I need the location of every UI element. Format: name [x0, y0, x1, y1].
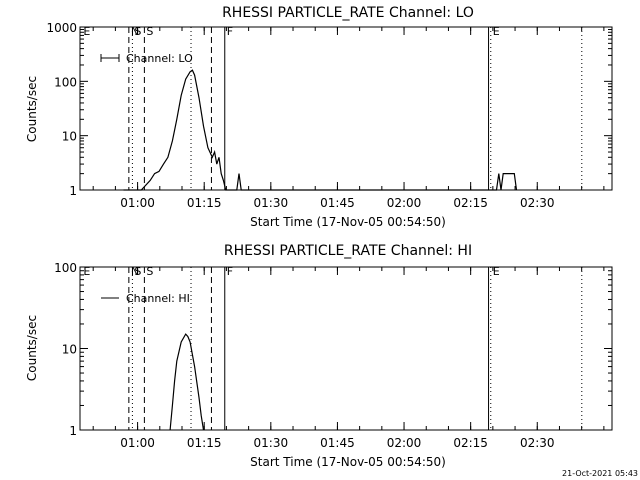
hi-ytick-label: 1	[69, 424, 77, 438]
hi-event-marker-label: N	[131, 265, 139, 278]
lo-event-marker-label: N	[131, 25, 139, 38]
hi-x-axis-label: Start Time (17-Nov-05 00:54:50)	[250, 455, 446, 469]
lo-x-axis-label: Start Time (17-Nov-05 00:54:50)	[250, 215, 446, 229]
lo-event-marker-label: E	[83, 25, 90, 38]
hi-event-marker-label: S	[146, 265, 153, 278]
lo-xtick-label: 01:15	[187, 196, 222, 210]
hi-event-marker-label: E	[83, 265, 90, 278]
hi-event-marker-label: E	[493, 265, 500, 278]
lo-ytick-label: 10	[62, 130, 77, 144]
lo-xtick-label: 02:30	[520, 196, 555, 210]
lo-event-marker-label: E	[493, 25, 500, 38]
hi-xtick-label: 02:30	[520, 436, 555, 450]
hi-xtick-label: 01:45	[320, 436, 355, 450]
hi-xtick-label: 01:15	[187, 436, 222, 450]
lo-y-axis-label: Counts/sec	[25, 76, 39, 142]
hi-xtick-label: 01:30	[254, 436, 289, 450]
hi-ytick-label: 100	[54, 261, 77, 275]
lo-xtick-label: 01:30	[254, 196, 289, 210]
hi-event-marker-label: F	[227, 265, 233, 278]
lo-chart-title: RHESSI PARTICLE_RATE Channel: LO	[222, 5, 474, 21]
lo-xtick-label: 01:45	[320, 196, 355, 210]
hi-xtick-label: 01:00	[120, 436, 155, 450]
lo-ytick-label: 1000	[46, 21, 77, 35]
lo-ytick-label: 1	[69, 184, 77, 198]
lo-xtick-label: 02:00	[387, 196, 422, 210]
lo-xtick-label: 02:15	[453, 196, 488, 210]
hi-event-marker-label: S	[134, 265, 141, 278]
hi-chart-title: RHESSI PARTICLE_RATE Channel: HI	[224, 243, 472, 259]
hi-channel-panel: RHESSI PARTICLE_RATE Channel: HI Start T…	[25, 243, 613, 469]
hi-xtick-label: 02:15	[453, 436, 488, 450]
lo-legend-label: Channel: LO	[126, 52, 193, 65]
hi-xtick-label: 02:00	[387, 436, 422, 450]
hi-series-line	[169, 333, 205, 431]
lo-event-marker-label: S	[146, 25, 153, 38]
lo-event-marker-label: S	[134, 25, 141, 38]
generation-timestamp: 21-Oct-2021 05:43	[562, 469, 638, 478]
lo-xtick-label: 01:00	[120, 196, 155, 210]
lo-ytick-label: 100	[54, 75, 77, 89]
hi-y-axis-label: Counts/sec	[25, 315, 39, 381]
lo-event-marker-label: F	[227, 25, 233, 38]
hi-ytick-label: 10	[62, 343, 77, 357]
lo-series-line	[123, 69, 518, 191]
hi-legend-label: Channel: HI	[126, 292, 190, 305]
lo-channel-panel: RHESSI PARTICLE_RATE Channel: LO Start T…	[25, 5, 613, 229]
